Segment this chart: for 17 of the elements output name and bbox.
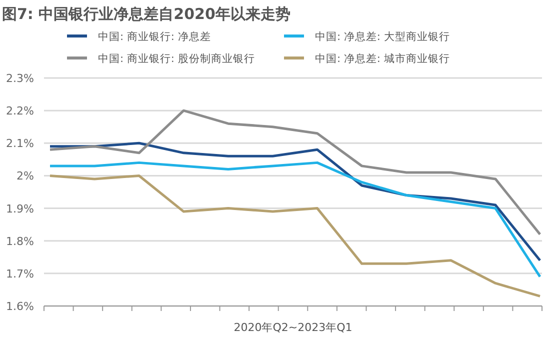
legend-label: 中国: 商业银行: 股份制商业银行 <box>98 52 255 65</box>
legend-label: 中国: 净息差: 城市商业银行 <box>315 52 450 65</box>
y-tick-label: 2.1% <box>6 137 34 150</box>
y-tick-label: 1.6% <box>6 300 34 313</box>
y-tick-label: 1.9% <box>6 202 34 216</box>
legend-label: 中国: 净息差: 大型商业银行 <box>315 30 450 43</box>
line-series <box>48 161 542 278</box>
legend-label: 中国: 商业银行: 净息差 <box>98 30 211 43</box>
chart-title: 图7: 中国银行业净息差自2020年以来走势 <box>2 5 290 23</box>
y-tick-label: 2.3% <box>6 72 34 85</box>
y-tick-label: 2% <box>16 170 34 183</box>
x-axis-title: 2020年Q2~2023年Q1 <box>234 321 352 334</box>
y-tick-label: 1.8% <box>6 234 34 248</box>
y-tick-label: 1.7% <box>6 267 34 280</box>
line-series <box>48 174 542 298</box>
y-tick-label: 2.2% <box>6 104 34 118</box>
line-series <box>48 109 542 236</box>
